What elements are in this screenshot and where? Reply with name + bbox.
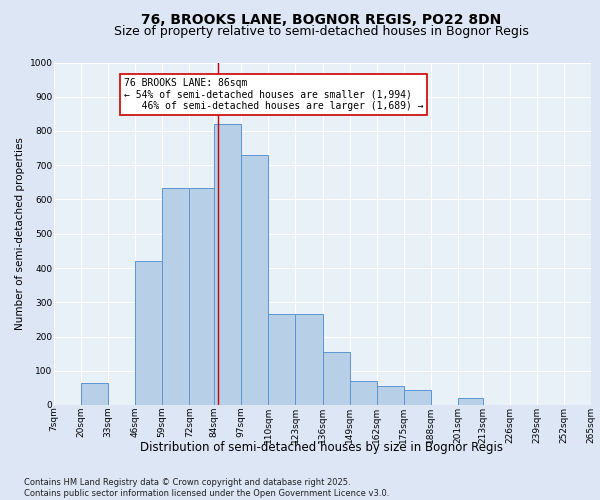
Text: Distribution of semi-detached houses by size in Bognor Regis: Distribution of semi-detached houses by … xyxy=(139,441,503,454)
Text: 76, BROOKS LANE, BOGNOR REGIS, PO22 8DN: 76, BROOKS LANE, BOGNOR REGIS, PO22 8DN xyxy=(141,12,501,26)
Bar xyxy=(214,124,241,405)
Y-axis label: Number of semi-detached properties: Number of semi-detached properties xyxy=(16,138,25,330)
Bar xyxy=(189,188,214,405)
Bar xyxy=(268,314,295,405)
Bar xyxy=(241,155,268,405)
Text: Size of property relative to semi-detached houses in Bognor Regis: Size of property relative to semi-detach… xyxy=(113,25,529,38)
Bar xyxy=(323,352,350,405)
Bar xyxy=(135,261,162,405)
Text: 76 BROOKS LANE: 86sqm
← 54% of semi-detached houses are smaller (1,994)
   46% o: 76 BROOKS LANE: 86sqm ← 54% of semi-deta… xyxy=(124,78,424,111)
Bar xyxy=(295,314,323,405)
Bar xyxy=(377,386,404,405)
Bar xyxy=(81,382,108,405)
Bar xyxy=(458,398,483,405)
Text: Contains HM Land Registry data © Crown copyright and database right 2025.
Contai: Contains HM Land Registry data © Crown c… xyxy=(24,478,389,498)
Bar xyxy=(162,188,189,405)
Bar xyxy=(404,390,431,405)
Bar xyxy=(350,381,377,405)
